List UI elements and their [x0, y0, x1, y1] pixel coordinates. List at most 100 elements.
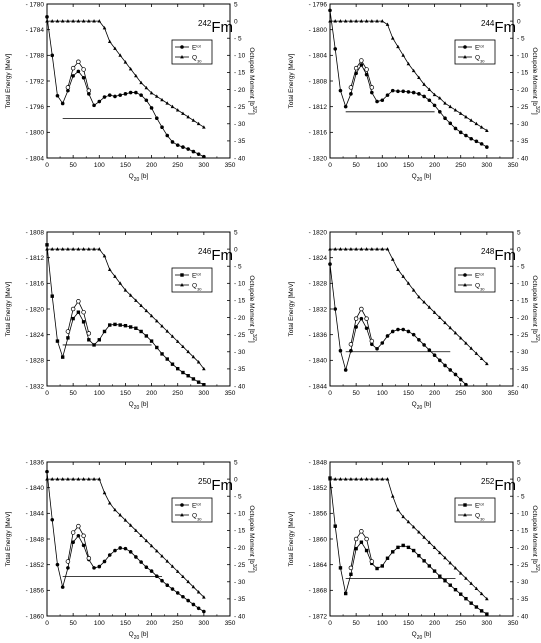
q30-point	[380, 477, 385, 481]
y2-tick-label: - 40	[234, 155, 246, 162]
q30-point	[92, 247, 96, 251]
etot-point	[406, 329, 411, 334]
etot-point	[155, 345, 159, 350]
x-tick-label: 300	[481, 620, 492, 627]
y2-tick-label: - 20	[517, 545, 529, 552]
etot-point	[443, 363, 447, 368]
q30-point	[432, 310, 437, 314]
etot-point	[160, 352, 164, 356]
y2-tick-label: - 5	[517, 36, 525, 43]
etot-symmetric-point	[364, 536, 369, 542]
etot-point	[453, 587, 458, 592]
q30-point	[333, 19, 338, 23]
legend-q30-marker	[180, 55, 184, 59]
y2-tick-label: - 40	[517, 383, 529, 390]
x-tick-label: 200	[429, 620, 440, 627]
etot-point	[181, 594, 185, 599]
x-tick-label: 350	[225, 162, 236, 169]
q30-point	[380, 19, 385, 23]
y2-tick-label: 5	[517, 459, 521, 466]
x-tick-label: 300	[481, 162, 492, 169]
etot-point	[71, 540, 75, 545]
etot-point	[448, 121, 453, 126]
q30-point	[411, 525, 416, 529]
etot-symmetric-point	[70, 306, 76, 312]
q30-point	[396, 267, 400, 272]
etot-point	[71, 316, 75, 321]
x-tick-label: 150	[403, 390, 414, 397]
y-tick-label: - 1828	[309, 281, 328, 288]
etot-point	[343, 368, 348, 372]
etot-point	[76, 69, 81, 74]
y2-tick-label: - 40	[234, 613, 246, 620]
etot-point	[474, 139, 479, 144]
q30-point	[170, 104, 175, 109]
q30-point	[170, 334, 175, 338]
q30-point	[469, 118, 473, 122]
series-q30-line	[47, 478, 205, 598]
etot-symmetric-point	[353, 536, 359, 542]
etot-point	[422, 94, 426, 99]
etot-point	[370, 342, 374, 347]
x-tick-label: 50	[353, 620, 361, 627]
series-etot-line	[46, 16, 205, 158]
x-tick-label: 50	[70, 390, 78, 397]
etot-point	[55, 339, 60, 343]
y2-tick-label: - 10	[517, 281, 529, 288]
q30-point	[464, 341, 468, 345]
y2-tick-label: 5	[517, 1, 521, 8]
etot-point	[81, 543, 86, 548]
y2-tick-label: - 15	[234, 298, 246, 305]
y2-tick-label: - 30	[234, 121, 246, 128]
etot-point	[149, 339, 154, 343]
x-tick-label: 150	[403, 620, 414, 627]
q30-point	[139, 80, 143, 85]
x-tick-label: 50	[353, 390, 361, 397]
etot-point	[60, 101, 65, 106]
q30-point	[427, 305, 432, 309]
q30-point	[144, 308, 149, 313]
etot-point	[186, 598, 190, 603]
legend-etot-label: Etot	[475, 43, 485, 52]
q30-point	[149, 90, 154, 95]
etot-point	[60, 355, 65, 359]
etot-point	[45, 469, 49, 474]
y-tick-label: - 1840	[26, 485, 45, 492]
etot-symmetric-point	[76, 523, 81, 529]
etot-symmetric-point	[364, 316, 369, 321]
q30-point	[50, 19, 55, 23]
etot-point	[181, 370, 185, 375]
x-tick-label: 0	[45, 162, 49, 169]
legend-etot-marker	[463, 503, 467, 507]
etot-symmetric-point	[359, 529, 364, 534]
etot-point	[102, 329, 107, 334]
x-tick-label: 350	[508, 162, 519, 169]
etot-symmetric-point	[70, 65, 76, 71]
etot-symmetric-point	[353, 316, 359, 321]
etot-point	[427, 564, 432, 568]
q30-point	[202, 125, 206, 129]
y2-tick-label: - 20	[234, 87, 246, 94]
y2-tick-label: 0	[517, 246, 521, 253]
y-tick-label: - 1820	[26, 306, 45, 313]
q30-point	[375, 19, 379, 23]
etot-point	[139, 560, 143, 564]
q30-point	[175, 569, 180, 573]
q30-point	[333, 477, 338, 481]
q30-point	[71, 247, 75, 251]
y2-tick-label: 5	[234, 459, 238, 466]
etot-point	[438, 358, 442, 363]
x-tick-label: 350	[225, 390, 236, 397]
etot-point	[81, 75, 86, 80]
y2-tick-label: 0	[234, 476, 238, 483]
q30-point	[202, 366, 206, 371]
legend-q30-marker	[463, 55, 467, 59]
q30-point	[443, 101, 447, 105]
q30-point	[432, 545, 437, 549]
q30-point	[134, 528, 138, 532]
y2-tick-label: - 5	[517, 264, 525, 271]
x-tick-label: 100	[94, 620, 105, 627]
q30-point	[60, 247, 65, 251]
etot-point	[338, 348, 343, 353]
etot-symmetric-point	[65, 85, 71, 90]
